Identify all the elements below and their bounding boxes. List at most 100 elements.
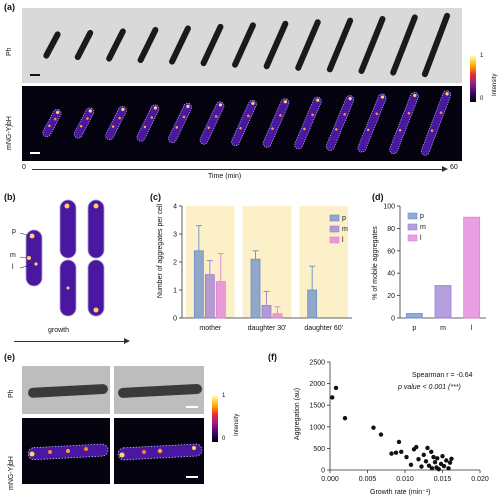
legend-swatch (329, 214, 340, 222)
e-ph-image-2 (114, 366, 204, 414)
scatter-point (408, 462, 414, 468)
aggregate (279, 114, 282, 117)
aggregate (375, 112, 379, 116)
aggregate-group (239, 101, 255, 130)
scatter-point (396, 439, 402, 445)
x-tick-label: mother (199, 325, 221, 332)
scatter-point (441, 463, 447, 469)
time-arrow-head (442, 166, 448, 172)
legend-l: l (12, 264, 14, 271)
aggregate-group (111, 107, 125, 128)
aggregate-group (303, 98, 320, 131)
time-start: 0 (22, 164, 26, 171)
growth-arrow-line (14, 341, 126, 342)
legend-label: p (342, 215, 346, 222)
aggregate (86, 117, 89, 120)
scatter-point (416, 457, 421, 462)
y-tick-label: 1500 (309, 403, 325, 410)
aggregate (335, 128, 338, 131)
bar-p (307, 289, 318, 319)
bar-l (215, 281, 226, 319)
scatter-point (446, 466, 451, 471)
aggregate (80, 125, 83, 128)
y-tick-label: 500 (313, 446, 325, 453)
aggregate (218, 103, 223, 107)
aggregate (153, 106, 158, 110)
scatter-point (371, 425, 376, 430)
scatter-point (429, 466, 435, 471)
y-tick-label: 1000 (309, 424, 325, 431)
x-tick-label: 0.020 (471, 476, 489, 483)
fluor-cell (199, 101, 225, 145)
mng-row-label: mNG-YjbH (6, 116, 13, 150)
ph-cell (263, 20, 289, 70)
panel-c-label: (c) (150, 192, 161, 202)
fluor-cell (168, 102, 192, 144)
scatter-point (414, 444, 419, 450)
aggregate-group (175, 104, 190, 129)
fluor-cell (42, 108, 62, 138)
e-ph-image-1 (22, 366, 110, 414)
aggregate-group (398, 93, 417, 132)
y-tick-label: 60 (387, 248, 395, 255)
growth-label: growth (48, 327, 70, 334)
ph-cell (421, 12, 451, 78)
bar-l (272, 313, 283, 319)
y-tick-label: 0 (173, 316, 177, 323)
y-tick-label: 80 (387, 226, 395, 233)
scatter-point (378, 432, 384, 437)
ph-cell (43, 31, 61, 59)
legend-label: l (342, 237, 344, 244)
scatter-point (440, 453, 445, 459)
aggregate (251, 101, 255, 105)
ph-cell (326, 17, 354, 73)
time-end: 60 (450, 164, 458, 171)
scale-bar (30, 74, 40, 76)
scatter-point (447, 460, 453, 465)
aggregate (88, 109, 92, 113)
y-tick-label: 2 (173, 260, 177, 267)
growth-aggregation-scatter: 0 500 1000 1500 2000 2500 0.000 0.005 0.010 0.015… (309, 360, 489, 484)
ph-cell (232, 22, 256, 68)
aggregate (366, 128, 370, 132)
aggregate (407, 111, 411, 115)
aggregate (445, 92, 449, 96)
scatter-point (423, 459, 429, 464)
panel-d-label: (d) (372, 192, 384, 202)
legend-p: p (12, 228, 16, 235)
aggregate (150, 116, 154, 119)
x-tick-label: m (440, 325, 446, 332)
fluor-cells (42, 90, 452, 156)
scale-bar (30, 152, 40, 154)
y-tick-label: 0 (321, 468, 325, 475)
scatter-point (393, 450, 399, 455)
fluor-cell (231, 99, 257, 147)
ph-cell (169, 25, 191, 65)
scatter-point (426, 463, 432, 468)
panel-e-label: (e) (4, 352, 15, 362)
aggregate (207, 126, 210, 129)
aggregate (311, 113, 314, 117)
aggregates-bar-chart: 0 1 2 3 4 mother daughter 30' daughter 60' pml (173, 204, 352, 332)
aggregate (380, 95, 385, 99)
ph-cell (200, 23, 224, 67)
time-arrow-line (32, 169, 444, 170)
ph-cells (43, 12, 451, 78)
colorbar-a-min: 0 (480, 96, 484, 102)
legend-label: m (342, 226, 348, 233)
colorbar-e-min: 0 (222, 436, 226, 442)
scatter-point (436, 466, 441, 472)
colorbar-e-label: Intensity (234, 413, 240, 436)
panel-d-ylabel: % of mobile aggregates (372, 226, 379, 300)
bar-m (204, 274, 215, 319)
fluor-cell (294, 96, 322, 150)
aggregate (53, 117, 57, 121)
scatter-point (431, 454, 436, 460)
y-tick-label: 40 (387, 271, 395, 278)
y-tick-label: 100 (383, 204, 395, 211)
colorbar-a (470, 56, 476, 102)
category-shade (299, 206, 348, 318)
scatter-point (399, 449, 404, 455)
scatter-point (444, 458, 449, 463)
fluor-cell (420, 90, 452, 156)
